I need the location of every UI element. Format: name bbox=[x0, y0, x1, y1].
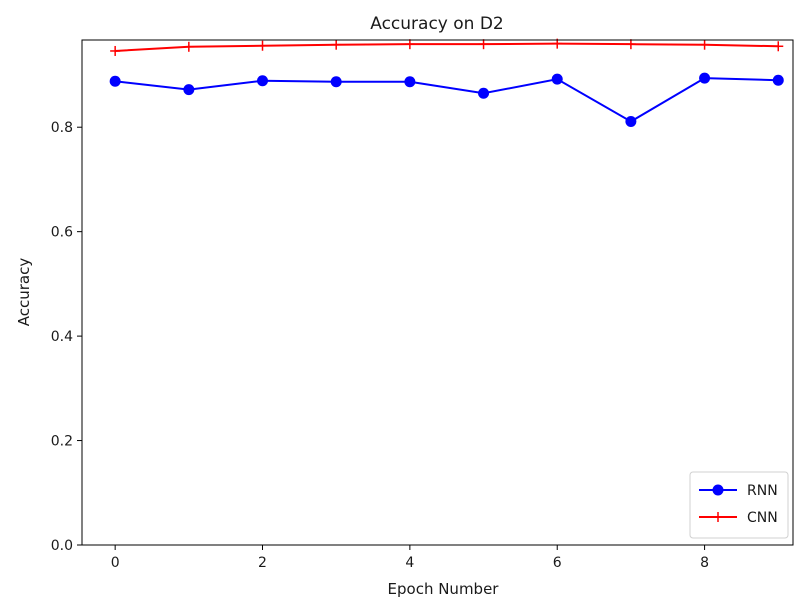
legend-cnn-label: CNN bbox=[747, 510, 778, 526]
x-tick-label: 2 bbox=[258, 555, 267, 571]
series-rnn-point bbox=[625, 115, 637, 127]
x-axis-label: Epoch Number bbox=[388, 580, 500, 598]
legend-cnn-plus bbox=[713, 512, 723, 522]
series-rnn-point bbox=[183, 84, 195, 96]
series-cnn-point bbox=[404, 39, 415, 50]
y-axis-label: Accuracy bbox=[15, 258, 33, 327]
series-rnn-line bbox=[115, 77, 779, 123]
series-rnn-point bbox=[404, 76, 416, 88]
y-tick-label: 0.2 bbox=[51, 434, 73, 450]
legend-cnn-marker bbox=[713, 512, 723, 522]
axes-frame bbox=[81, 39, 794, 546]
series-cnn-point bbox=[331, 39, 342, 50]
y-tick-label: 0.0 bbox=[51, 538, 73, 554]
series-rnn-point bbox=[699, 72, 711, 84]
series-cnn-point bbox=[478, 39, 489, 50]
series-rnn-point bbox=[109, 75, 121, 87]
series-layer bbox=[109, 38, 784, 127]
series-rnn-point bbox=[257, 75, 269, 87]
series-cnn-point bbox=[257, 40, 268, 51]
series-rnn-point bbox=[478, 87, 490, 99]
x-tick-label: 8 bbox=[700, 555, 709, 571]
series-rnn-point bbox=[330, 76, 342, 88]
series-cnn-point bbox=[625, 39, 636, 50]
series-cnn-point bbox=[110, 45, 121, 56]
legend-rnn-marker bbox=[712, 484, 724, 496]
series-rnn-point bbox=[772, 74, 784, 86]
y-tick-label: 0.8 bbox=[51, 120, 73, 136]
legend: RNN CNN bbox=[689, 471, 789, 539]
plot-area bbox=[82, 40, 793, 545]
axes: 0 2 4 6 8 0.0 0.2 0.4 0.6 0.8 bbox=[51, 39, 794, 571]
series-rnn-point bbox=[551, 73, 563, 85]
series-cnn-line bbox=[115, 42, 779, 52]
x-tick-label: 6 bbox=[553, 555, 562, 571]
chart-title: Accuracy on D2 bbox=[370, 14, 504, 34]
x-tick-label: 4 bbox=[405, 555, 414, 571]
series-cnn-point bbox=[773, 41, 784, 52]
series-cnn-point bbox=[183, 41, 194, 52]
x-tick-label: 0 bbox=[111, 555, 120, 571]
legend-box bbox=[689, 471, 789, 539]
y-tick-label: 0.6 bbox=[51, 225, 73, 241]
legend-rnn-label: RNN bbox=[747, 483, 778, 499]
series-cnn-point bbox=[699, 39, 710, 50]
y-tick-label: 0.4 bbox=[51, 329, 73, 345]
